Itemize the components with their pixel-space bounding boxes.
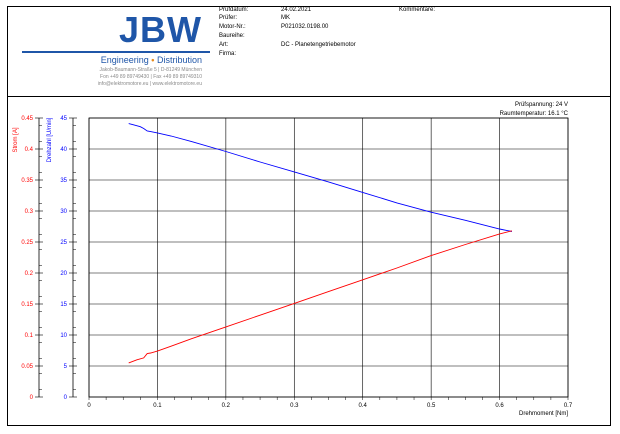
chart-note-temperature: Raumtemperatur: 16.1 °C <box>500 111 569 117</box>
tagline-dot: • <box>151 55 155 65</box>
address-line-1: Jakob-Baumann-Straße 5 | D-81249 München <box>99 67 202 73</box>
y-tick-label: 40 <box>60 147 67 153</box>
chart-grid <box>88 117 569 398</box>
y-tick-label: 0.05 <box>21 364 33 370</box>
tagline-left: Engineering <box>100 55 149 65</box>
y-tick-label: 0 <box>64 395 68 401</box>
y-tick-label: 0.45 <box>21 116 33 122</box>
y-tick-label: 0 <box>30 395 34 401</box>
y-tick-label: 45 <box>60 116 67 122</box>
chart-note-voltage: Prüfspannung: 24 V <box>515 102 568 108</box>
y-tick-label: 0.2 <box>25 271 34 277</box>
chart-series <box>128 123 513 364</box>
report-frame <box>7 6 611 426</box>
y-tick-label: 20 <box>60 271 67 277</box>
y-tick-label: 35 <box>60 178 67 184</box>
y-tick-label: 0.4 <box>25 147 34 153</box>
tagline-right: Distribution <box>156 55 202 65</box>
field-label-motor-nr: Motor-Nr.: <box>219 24 246 30</box>
y-tick-label: 0.3 <box>25 209 34 215</box>
x-tick-label: 0.1 <box>153 403 162 409</box>
y-axis-label: Drehzahl [U/min] <box>47 117 53 162</box>
header-divider <box>7 96 611 97</box>
comments-label: Kommentare: <box>399 7 436 13</box>
x-axis-label: Drehmoment [Nm] <box>519 411 568 417</box>
series-line-drehzahl <box>128 123 512 232</box>
x-tick-label: 0.6 <box>495 403 504 409</box>
x-tick-label: 0.2 <box>222 403 231 409</box>
y-tick-label: 10 <box>60 333 67 339</box>
address-line-3: info@elektromotore.eu | www.elektromotor… <box>97 81 202 87</box>
x-tick-label: 0.5 <box>427 403 436 409</box>
y-tick-label: 5 <box>64 364 68 370</box>
field-label-pruefer: Prüfer: <box>219 15 238 21</box>
plot-border <box>88 117 569 398</box>
field-label-art: Art: <box>219 42 229 48</box>
field-value-pruefdatum: 24.02.2021 <box>281 7 312 13</box>
x-tick-label: 0.7 <box>564 403 573 409</box>
y-tick-label: 25 <box>60 240 67 246</box>
company-logo: JBW Engineering • Distribution Jakob-Bau… <box>10 9 210 93</box>
series-line-strom <box>128 230 513 364</box>
y-tick-label: 0.1 <box>25 333 34 339</box>
x-tick-label: 0 <box>87 403 91 409</box>
y-tick-label: 0.15 <box>21 302 33 308</box>
field-label-firma: Firma: <box>219 51 236 57</box>
y-tick-label: 15 <box>60 302 67 308</box>
field-label-pruefdatum: Prüfdatum: <box>219 7 249 13</box>
y-tick-label: 0.25 <box>21 240 33 246</box>
y-axis-label: Strom [A] <box>13 127 19 152</box>
logo-tagline: Engineering • Distribution <box>101 55 202 65</box>
x-tick-label: 0.4 <box>359 403 368 409</box>
address-line-2: Fon +49 89 89749430 | Fax +49 89 8974931… <box>100 74 202 80</box>
field-label-baureihe: Baureihe: <box>219 33 245 39</box>
y-tick-label: 30 <box>60 209 67 215</box>
x-tick-label: 0.3 <box>290 403 299 409</box>
logo-underline <box>22 51 210 53</box>
field-value-motor-nr: P021032.0198.00 <box>281 24 329 30</box>
field-value-art: DC - Planetengetriebemotor <box>281 42 356 48</box>
chart-axes: 0 0.1 0.2 0.3 0.4 0.5 0.6 0.7 0 0.05 0.1 0.15 0.2 0.2… <box>13 116 573 409</box>
logo-brand: JBW <box>119 9 202 50</box>
field-value-pruefer: MK <box>281 15 290 21</box>
y-tick-label: 0.35 <box>21 178 33 184</box>
